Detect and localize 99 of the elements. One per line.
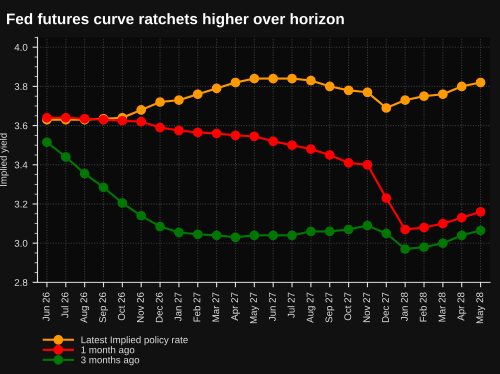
point — [268, 230, 278, 240]
point — [306, 226, 316, 236]
point — [419, 222, 429, 232]
x-tick-label: Aug 26 — [80, 292, 90, 323]
point — [98, 182, 108, 192]
y-tick-label: 3.2 — [14, 200, 28, 208]
point — [324, 82, 335, 92]
point — [438, 218, 448, 228]
point — [456, 212, 467, 223]
x-tick-label: Oct 27 — [344, 292, 352, 320]
x-tick-label: Jan 28 — [400, 292, 408, 322]
x-tick-label: Mar 27 — [212, 292, 220, 322]
point — [344, 224, 354, 234]
x-tick-label: May 28 — [476, 292, 486, 324]
point — [438, 238, 448, 248]
point — [136, 210, 146, 221]
point — [381, 103, 392, 113]
x-tick-label: Sep 27 — [325, 292, 334, 322]
point — [212, 83, 222, 94]
x-tick-label: Apr 27 — [231, 292, 240, 321]
point — [230, 232, 240, 242]
point — [268, 74, 278, 84]
y-tick-label: 4.0 — [14, 44, 28, 51]
x-tick-label: Sep 26 — [99, 292, 108, 322]
y-axis-title: Implied yield — [0, 133, 9, 186]
point — [117, 116, 128, 126]
point — [362, 160, 372, 170]
point — [381, 193, 392, 203]
point — [419, 91, 429, 102]
x-tick-label: Aug 27 — [306, 292, 316, 323]
point — [60, 152, 71, 162]
point — [155, 222, 165, 232]
point — [400, 95, 410, 105]
point — [80, 168, 90, 178]
point — [400, 224, 410, 234]
point — [155, 97, 165, 107]
x-tick-label: Jul 26 — [61, 292, 68, 318]
point — [344, 158, 354, 168]
y-tick-label: 3.6 — [14, 122, 28, 130]
point — [362, 87, 372, 98]
x-tick-label: May 27 — [250, 292, 259, 324]
point — [268, 136, 278, 146]
y-tick-label: 3.4 — [14, 162, 28, 168]
point — [42, 137, 52, 148]
x-tick-label: Feb 28 — [419, 292, 427, 322]
x-tick-label: Jul 27 — [288, 292, 295, 318]
point — [476, 78, 486, 88]
x-tick-label: Feb 27 — [193, 292, 200, 322]
x-tick-label: Jun 27 — [268, 292, 276, 322]
point — [287, 230, 297, 240]
y-tick-label: 3.0 — [14, 240, 28, 247]
y-tick-label: 3.8 — [14, 83, 28, 90]
point — [136, 116, 146, 127]
legend-label: Latest Implied policy rate — [81, 336, 188, 346]
x-tick-label: Dec 27 — [382, 292, 389, 322]
point — [249, 74, 260, 84]
legend-label: 1 month ago — [81, 346, 134, 356]
point — [306, 144, 316, 154]
x-tick-label: Nov 26 — [136, 292, 144, 322]
point — [230, 130, 240, 140]
point — [456, 82, 467, 92]
point — [306, 76, 316, 86]
x-tick-label: Jun 26 — [42, 292, 50, 322]
point — [324, 226, 335, 236]
x-tick-label: Dec 26 — [156, 292, 163, 322]
x-tick-label: Oct 26 — [118, 292, 125, 320]
point — [212, 230, 222, 240]
point — [438, 89, 448, 100]
point — [249, 132, 260, 142]
point — [344, 85, 354, 96]
point — [476, 206, 486, 217]
point — [174, 126, 184, 136]
x-tick-label: Jan 27 — [174, 292, 182, 322]
point — [174, 228, 184, 238]
point — [476, 226, 486, 236]
point — [287, 140, 297, 150]
point — [362, 220, 372, 230]
point — [419, 242, 429, 252]
point — [192, 229, 203, 240]
point — [212, 128, 222, 138]
legend-label: 3 months ago — [81, 356, 140, 366]
point — [381, 228, 392, 238]
point — [192, 89, 203, 100]
point — [249, 230, 260, 240]
point — [324, 150, 335, 160]
chart-title: Fed futures curve ratchets higher over horizon — [7, 13, 344, 28]
point — [155, 122, 165, 132]
point — [117, 198, 128, 208]
point — [230, 78, 240, 88]
point — [192, 128, 203, 138]
x-tick-label: Apr 28 — [457, 292, 466, 321]
point — [287, 74, 297, 84]
point — [136, 105, 146, 115]
point — [400, 244, 410, 254]
point — [174, 95, 184, 105]
point — [456, 230, 467, 240]
x-tick-label: Mar 28 — [438, 292, 446, 322]
x-tick-label: Nov 27 — [363, 292, 370, 322]
y-tick-label: 2.8 — [14, 279, 28, 286]
